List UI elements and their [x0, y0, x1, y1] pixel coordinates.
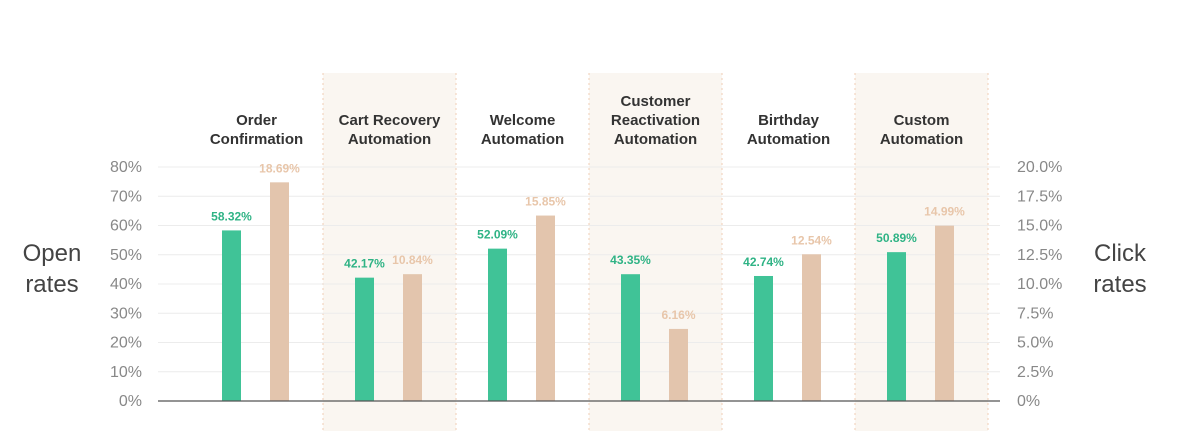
right-tick-label: 2.5% — [1017, 364, 1053, 381]
category-label: Order — [236, 112, 277, 129]
click-rate-bar-3 — [669, 328, 688, 401]
right-tick-label: 12.5% — [1017, 247, 1062, 264]
open-rate-label-0: 58.32% — [211, 209, 252, 223]
open-rate-label-1: 42.17% — [344, 257, 385, 271]
left-tick-label: 10% — [110, 364, 142, 381]
click-rate-label-5: 14.99% — [924, 205, 965, 219]
category-label: Automation — [614, 131, 697, 148]
open-rate-label-3: 43.35% — [610, 253, 651, 267]
category-label: Customer — [620, 93, 690, 110]
left-axis-title: Open — [23, 240, 82, 267]
left-axis-title: rates — [25, 271, 78, 298]
category-label: Automation — [747, 131, 830, 148]
right-tick-label: 15.0% — [1017, 218, 1062, 235]
open-rate-bar-3 — [621, 274, 640, 401]
left-tick-label: 60% — [110, 218, 142, 235]
category-label: Custom — [894, 112, 950, 129]
click-rate-label-4: 12.54% — [791, 233, 832, 247]
category-label: Automation — [880, 131, 963, 148]
category-label: Automation — [481, 131, 564, 148]
open-rate-label-4: 42.74% — [743, 255, 784, 269]
open-rate-bar-2 — [488, 248, 507, 401]
open-rate-label-5: 50.89% — [876, 231, 917, 245]
left-tick-label: 0% — [119, 393, 142, 410]
category-label: Birthday — [758, 112, 820, 129]
category-label: Automation — [348, 131, 431, 148]
right-tick-label: 10.0% — [1017, 276, 1062, 293]
right-tick-label: 17.5% — [1017, 188, 1062, 205]
open-rate-bar-5 — [887, 252, 906, 401]
click-rate-label-2: 15.85% — [525, 195, 566, 209]
right-axis-title: Click — [1094, 240, 1147, 267]
right-tick-label: 0% — [1017, 393, 1040, 410]
left-tick-label: 50% — [110, 247, 142, 264]
right-tick-label: 20.0% — [1017, 159, 1062, 176]
right-axis-title: rates — [1093, 271, 1146, 298]
right-tick-label: 5.0% — [1017, 335, 1053, 352]
click-rate-bar-4 — [802, 254, 821, 401]
click-rate-label-3: 6.16% — [661, 308, 695, 322]
click-rate-label-1: 10.84% — [392, 253, 433, 267]
open-rate-bar-1 — [355, 277, 374, 401]
click-rate-label-0: 18.69% — [259, 161, 300, 175]
category-label: Welcome — [490, 112, 556, 129]
left-tick-label: 40% — [110, 276, 142, 293]
right-tick-label: 7.5% — [1017, 305, 1053, 322]
click-rate-bar-5 — [935, 225, 954, 401]
open-rate-bar-0 — [222, 230, 241, 401]
category-label: Confirmation — [210, 131, 303, 148]
left-tick-label: 70% — [110, 188, 142, 205]
open-rate-label-2: 52.09% — [477, 228, 518, 242]
left-tick-label: 30% — [110, 305, 142, 322]
open-rate-bar-4 — [754, 275, 773, 401]
click-rate-bar-2 — [536, 215, 555, 401]
click-rate-bar-1 — [403, 274, 422, 401]
left-tick-label: 80% — [110, 159, 142, 176]
category-label: Cart Recovery — [339, 112, 441, 129]
category-label: Reactivation — [611, 112, 700, 129]
click-rate-bar-0 — [270, 182, 289, 401]
left-tick-label: 20% — [110, 335, 142, 352]
